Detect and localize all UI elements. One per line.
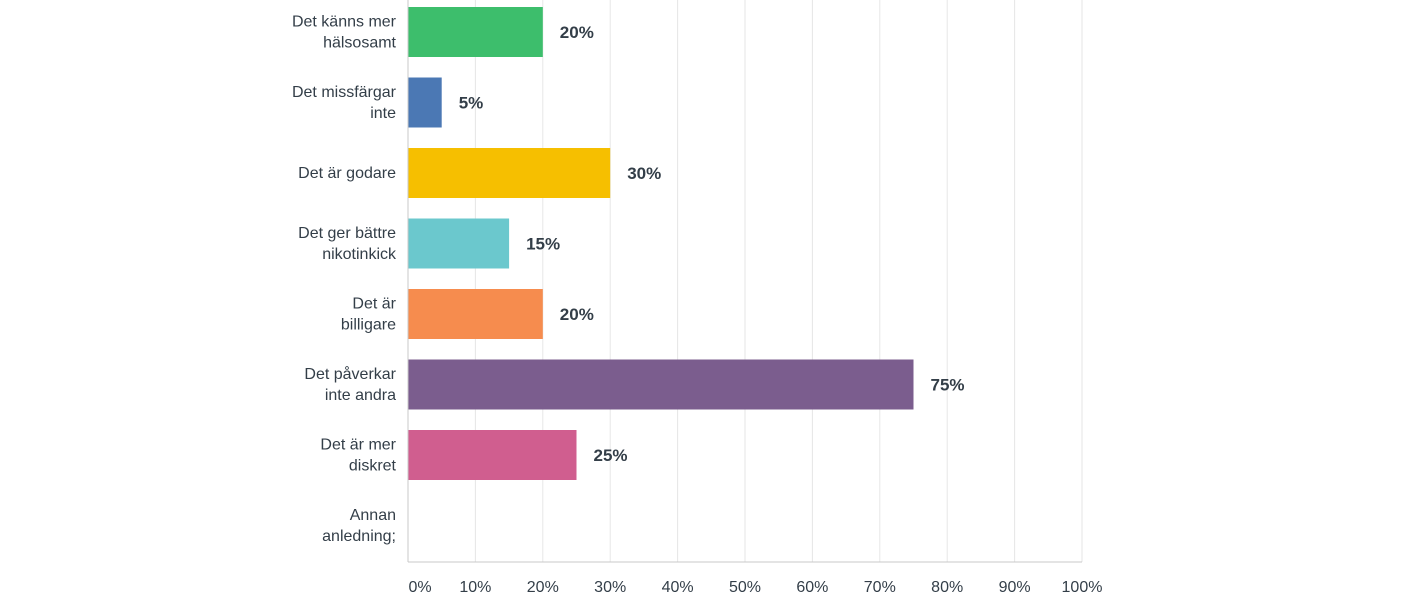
bar xyxy=(408,7,543,57)
bar xyxy=(408,289,543,339)
category-label: Det är xyxy=(352,296,396,313)
value-label: 30% xyxy=(627,164,661,183)
x-tick-label: 100% xyxy=(1062,579,1103,596)
category-label: Det känns mer xyxy=(292,14,397,31)
x-tick-label: 70% xyxy=(864,579,896,596)
category-label: Annan xyxy=(350,507,396,524)
category-label: inte xyxy=(370,105,396,122)
category-label: Det ger bättre xyxy=(298,225,396,242)
category-label: hälsosamt xyxy=(323,35,396,52)
value-label: 25% xyxy=(594,446,628,465)
category-label: diskret xyxy=(349,458,397,475)
category-label: anledning; xyxy=(322,528,396,545)
value-label: 5% xyxy=(459,94,484,113)
category-label: nikotinkick xyxy=(322,246,397,263)
x-axis-ticks: 0% 10% 20% 30% 40% 50% 60% 70% 80% 90% 100% xyxy=(408,579,1102,596)
bar xyxy=(408,430,577,480)
bar xyxy=(408,359,914,410)
x-tick-label: 20% xyxy=(527,579,559,596)
category-labels: Det känns mer hälsosamt Det missfärgar inte… xyxy=(292,14,397,546)
gridlines xyxy=(474,0,1083,562)
x-tick-label: 90% xyxy=(999,579,1031,596)
category-label: Det är godare xyxy=(298,165,396,182)
category-label: inte andra xyxy=(325,387,396,404)
x-tick-label: 0% xyxy=(408,579,431,596)
x-tick-label: 10% xyxy=(459,579,491,596)
x-tick-label: 80% xyxy=(931,579,963,596)
bar xyxy=(408,148,611,198)
x-tick-label: 40% xyxy=(662,579,694,596)
bar xyxy=(408,77,442,128)
category-label: billigare xyxy=(341,317,396,334)
bars xyxy=(408,7,914,480)
category-label: Det är mer xyxy=(320,437,396,454)
value-label: 75% xyxy=(931,376,965,395)
category-label: Det missfärgar xyxy=(292,84,397,101)
x-tick-label: 60% xyxy=(796,579,828,596)
category-label: Det påverkar xyxy=(304,365,396,383)
x-tick-label: 30% xyxy=(594,579,626,596)
value-labels: 20% 5% 30% 15% 20% 75% 25% xyxy=(459,23,965,465)
bar xyxy=(408,218,510,269)
value-label: 20% xyxy=(560,305,594,324)
value-label: 20% xyxy=(560,23,594,42)
x-tick-label: 50% xyxy=(729,579,761,596)
value-label: 15% xyxy=(526,235,560,254)
